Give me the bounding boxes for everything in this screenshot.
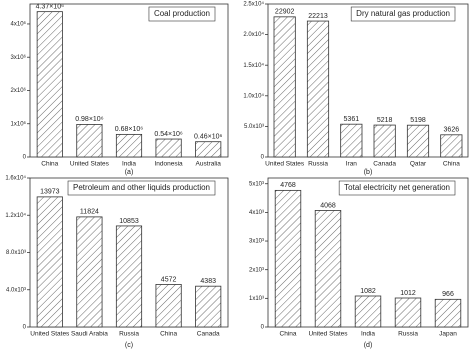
bar — [394, 297, 422, 328]
y-tick-label: 0 — [261, 155, 265, 161]
x-tick-label: Canada — [373, 161, 396, 168]
bar — [440, 134, 463, 158]
bar — [314, 210, 342, 328]
y-tick-label: 3x10⁶ — [11, 54, 27, 61]
value-label: 4768 — [280, 182, 296, 189]
x-tick-label: Indonesia — [154, 161, 183, 168]
bar — [155, 284, 182, 328]
x-tick-label: Russia — [398, 331, 418, 338]
caption: (b) — [364, 169, 373, 176]
value-label: 5218 — [377, 117, 393, 124]
x-tick-label: Iran — [346, 161, 358, 168]
bar — [115, 133, 143, 158]
x-tick-label: United States — [308, 331, 348, 338]
x-tick-label: United States — [30, 331, 70, 338]
y-tick-label: 3x10³ — [249, 239, 264, 245]
bar — [36, 196, 63, 328]
y-tick-label: 2.0x10⁴ — [243, 31, 264, 38]
value-label: 1082 — [360, 288, 376, 295]
value-label: 5361 — [344, 116, 360, 123]
caption: (a) — [125, 169, 134, 176]
y-tick-label: 1x10³ — [249, 296, 264, 302]
y-tick-label: 1.2x10⁴ — [5, 212, 26, 219]
y-tick-label: 4x10⁶ — [11, 21, 27, 28]
bar — [36, 11, 63, 158]
x-tick-label: Canada — [197, 331, 220, 338]
y-tick-label: 0 — [23, 325, 27, 331]
value-label: 11824 — [80, 209, 99, 216]
value-label: 0.54×10⁶ — [154, 131, 182, 138]
y-tick-label: 1.5x10⁴ — [243, 62, 264, 69]
value-label: 966 — [442, 291, 454, 298]
bar — [274, 189, 302, 328]
bar — [195, 285, 222, 328]
y-tick-label: 5.0x10³ — [244, 124, 264, 130]
x-tick-label: Japan — [439, 331, 457, 338]
y-tick-label: 1.0x10⁴ — [243, 92, 264, 99]
y-tick-label: 8.0x10³ — [6, 250, 26, 256]
x-tick-label: China — [280, 331, 297, 338]
x-tick-label: China — [160, 331, 177, 338]
chart-title: Coal production — [154, 9, 210, 18]
bar — [340, 123, 363, 158]
x-tick-label: Russia — [119, 331, 139, 338]
y-tick-label: 5x10³ — [249, 181, 264, 187]
value-label: 4383 — [200, 278, 216, 285]
bar — [354, 295, 382, 328]
value-label: 3626 — [444, 127, 460, 134]
chart-title: Dry natural gas production — [356, 9, 450, 18]
chart-title: Petroleum and other liquids production — [73, 183, 210, 192]
bar — [195, 141, 222, 158]
value-label: 0.46×10⁶ — [194, 134, 222, 141]
title-box — [338, 180, 456, 196]
bar — [406, 124, 430, 158]
bar — [373, 124, 396, 158]
x-tick-label: Russia — [308, 161, 328, 168]
title-box — [67, 180, 216, 196]
value-label: 4068 — [320, 202, 336, 209]
x-tick-label: China — [443, 161, 460, 168]
y-tick-label: 1.6x10⁴ — [5, 175, 26, 182]
bar — [434, 298, 462, 328]
value-label: 10853 — [119, 218, 139, 225]
y-tick-label: 4.0x10³ — [6, 287, 26, 293]
value-label: 4.37×10⁶ — [36, 3, 64, 10]
value-label: 13973 — [40, 189, 60, 196]
x-tick-label: United States — [265, 161, 305, 168]
bar — [76, 124, 103, 158]
y-tick-label: 2.5x10⁴ — [243, 1, 264, 8]
value-label: 22213 — [308, 13, 328, 20]
x-tick-label: Qatar — [410, 161, 427, 168]
bar — [115, 225, 143, 328]
x-tick-label: United States — [70, 161, 110, 168]
y-tick-label: 1x10⁶ — [11, 120, 27, 127]
y-tick-label: 0 — [261, 325, 265, 331]
x-tick-label: Australia — [196, 161, 222, 168]
bar — [306, 20, 330, 158]
value-label: 0.68×10⁶ — [115, 126, 143, 133]
value-label: 22902 — [275, 9, 295, 16]
x-tick-label: Saudi Arabia — [71, 331, 108, 338]
plot-frame — [267, 3, 469, 158]
value-label: 0.98×10⁶ — [75, 116, 103, 123]
bar — [76, 216, 103, 328]
y-tick-label: 4x10³ — [249, 210, 264, 216]
chart-title: Total electricity net generation — [344, 183, 450, 192]
caption: (c) — [125, 342, 133, 349]
x-tick-label: India — [122, 161, 136, 168]
y-tick-label: 2x10³ — [249, 267, 264, 273]
bar — [155, 138, 182, 158]
title-box — [148, 6, 216, 22]
x-tick-label: India — [361, 331, 375, 338]
caption: (d) — [364, 342, 373, 349]
title-box — [350, 6, 456, 22]
x-tick-label: China — [41, 161, 58, 168]
bar — [273, 16, 296, 158]
y-tick-label: 2x10⁶ — [11, 87, 27, 94]
value-label: 4572 — [161, 276, 177, 283]
value-label: 5198 — [410, 117, 426, 124]
y-tick-label: 0 — [23, 155, 27, 161]
value-label: 1012 — [400, 290, 416, 297]
